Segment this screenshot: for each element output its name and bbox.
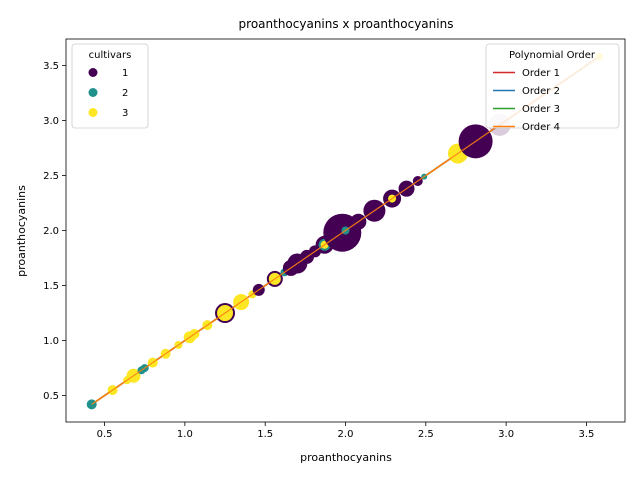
x-tick-label: 2.0	[338, 429, 354, 440]
y-tick-label: 1.5	[43, 281, 59, 292]
x-axis: 0.5 1.0 1.5 2.0 2.5 3.0 3.5	[97, 422, 594, 440]
cultivar-legend-label: 1	[122, 68, 128, 79]
cultivar-legend-label: 2	[122, 88, 128, 99]
x-tick-label: 1.5	[257, 429, 273, 440]
y-tick-label: 3.5	[43, 61, 59, 72]
polynomial-legend-box	[485, 43, 620, 129]
polynomial-legend-label: Order 3	[522, 104, 560, 115]
y-tick-label: 2.5	[43, 171, 59, 182]
y-tick-label: 3.0	[43, 116, 59, 127]
cultivar-legend-marker	[88, 108, 98, 117]
cultivar-legend-marker	[88, 68, 98, 77]
cultivar-legend: cultivars 1 2 3	[71, 43, 149, 129]
polynomial-legend: Polynomial Order Order 1 Order 2 Order 3 Or…	[485, 43, 620, 133]
y-axis-title: proanthocyanins	[15, 185, 28, 277]
polynomial-legend-label: Order 4	[522, 122, 560, 133]
polynomial-legend-title: Polynomial Order	[509, 50, 596, 61]
cultivar-legend-title: cultivars	[89, 50, 132, 61]
y-tick-label: 0.5	[43, 391, 59, 402]
x-tick-label: 3.5	[578, 429, 594, 440]
y-axis: 0.5 1.0 1.5 2.0 2.5 3.0 3.5	[43, 61, 66, 402]
x-tick-label: 3.0	[498, 429, 514, 440]
x-tick-label: 0.5	[97, 429, 113, 440]
cultivar-legend-box	[71, 43, 149, 129]
polynomial-legend-label: Order 2	[522, 86, 560, 97]
polynomial-legend-label: Order 1	[522, 68, 560, 79]
x-axis-title: proanthocyanins	[300, 451, 392, 464]
x-tick-label: 2.5	[418, 429, 434, 440]
cultivar-legend-marker	[88, 88, 98, 97]
chart-title: proanthocyanins x proanthocyanins	[239, 17, 454, 31]
x-tick-label: 1.0	[177, 429, 193, 440]
y-tick-label: 2.0	[43, 226, 59, 237]
cultivar-legend-label: 3	[122, 108, 128, 119]
y-tick-label: 1.0	[43, 336, 59, 347]
